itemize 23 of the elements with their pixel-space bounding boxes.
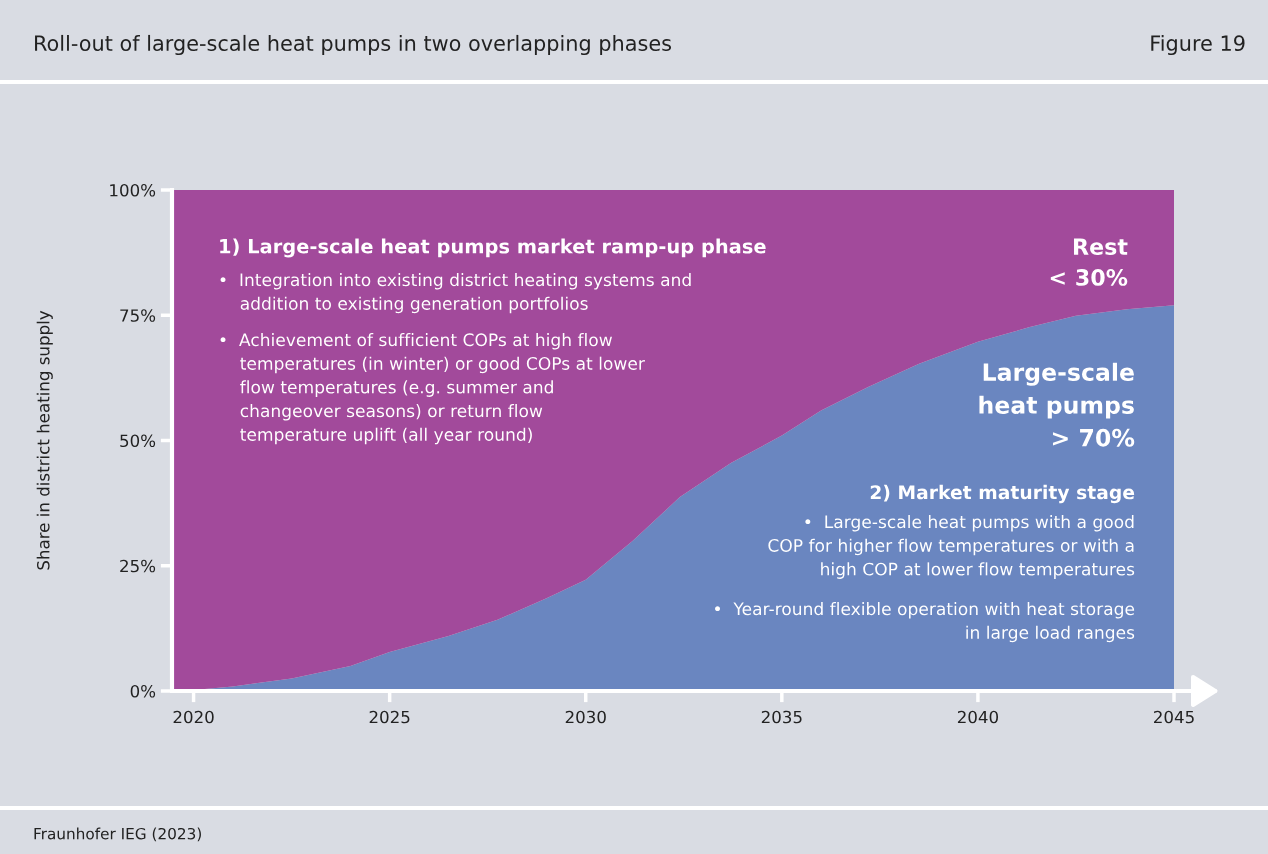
x-tick-label: 2020 xyxy=(173,710,214,724)
x-tick-label: 2030 xyxy=(565,710,606,724)
annotation: 2) Market maturity stage xyxy=(870,484,1135,504)
chart-title: Roll-out of large-scale heat pumps in two overlapping phases xyxy=(35,34,672,56)
x-tick-label: 2045 xyxy=(1154,710,1194,724)
annotation: 1) Large-scale heat pumps market ramp-up phase xyxy=(220,238,766,258)
y-tick-label: 50% xyxy=(120,434,156,448)
annotation: • Achievement of sufficient COPs at high flow temperatures (in winter) or good COPs at lower flow temperatures (e.g. summer and changeover seasons) or return flow temperature uplift (all year round) xyxy=(220,333,645,445)
x-tick-label: 2025 xyxy=(369,710,410,724)
y-tick-label: 0% xyxy=(130,684,156,698)
annotation: • Integration into existing district heating systems and addition to existing generation portfolios xyxy=(220,273,691,314)
x-tick-label: 2040 xyxy=(957,710,999,724)
y-tick-label: 100% xyxy=(110,183,156,197)
text: Fraunhofer IEG (2023) xyxy=(34,827,201,842)
caption: Figure 19 xyxy=(1151,34,1245,56)
y-tick-label: 75% xyxy=(120,309,156,322)
annotation: Large-scale heat pumps > 70% xyxy=(979,362,1135,447)
y-tick-label: 25% xyxy=(120,559,156,573)
annotation: Rest < 30% xyxy=(1050,238,1128,286)
annotation: • Large-scale heat pumps with a good COP for higher flow temperatures or with a high COP at lower flow temperatures xyxy=(768,515,1135,579)
annotation: • Year-round flexible operation with heat storage in large load ranges xyxy=(715,602,1135,643)
x-tick-label: 2035 xyxy=(761,710,802,724)
y-axis-title: Share in district heating supply xyxy=(36,310,53,570)
